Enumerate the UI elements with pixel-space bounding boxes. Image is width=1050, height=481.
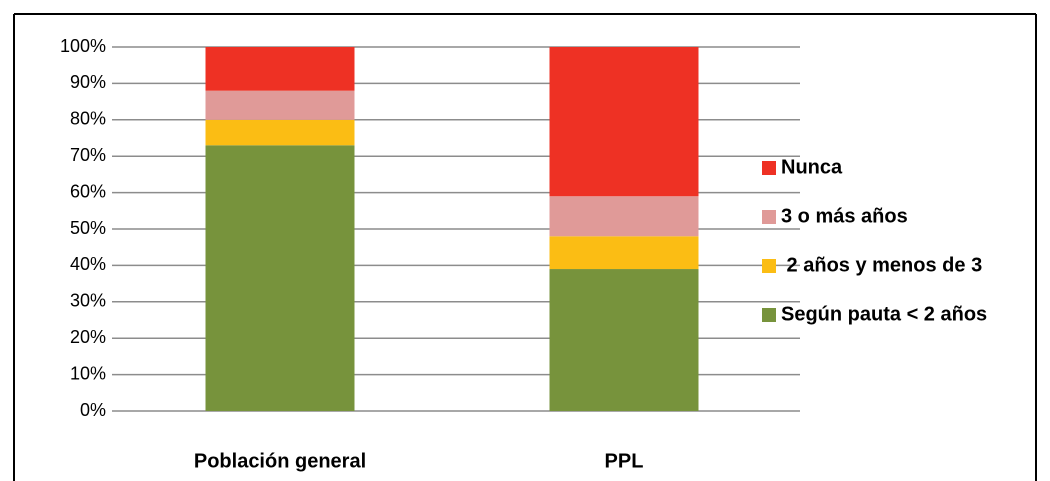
y-tick-label: 90% bbox=[70, 72, 106, 92]
y-tick-label: 80% bbox=[70, 109, 106, 129]
y-tick-label: 10% bbox=[70, 363, 106, 383]
legend-label: 3 o más años bbox=[781, 205, 908, 227]
bar-segment bbox=[549, 196, 699, 237]
y-tick-label: 30% bbox=[70, 291, 106, 311]
y-tick-label: 100% bbox=[60, 36, 106, 56]
y-tick-label: 40% bbox=[70, 254, 106, 274]
y-tick-label: 70% bbox=[70, 145, 106, 165]
bar-segment bbox=[205, 119, 355, 146]
bar-segment bbox=[549, 269, 699, 411]
y-tick-label: 60% bbox=[70, 181, 106, 201]
y-tick-label: 20% bbox=[70, 327, 106, 347]
bar-segment bbox=[549, 236, 699, 270]
legend-label: 2 años y menos de 3 bbox=[781, 254, 982, 276]
y-tick-label: 50% bbox=[70, 218, 106, 238]
legend-label: Nunca bbox=[781, 156, 843, 178]
bar-segment bbox=[205, 145, 355, 411]
bar-segment bbox=[205, 90, 355, 120]
y-tick-label: 0% bbox=[80, 400, 106, 420]
x-tick-label: Población general bbox=[194, 450, 366, 472]
legend-swatch bbox=[762, 259, 776, 273]
bar-segment bbox=[205, 47, 355, 91]
bar-segment bbox=[549, 47, 699, 197]
legend-swatch bbox=[762, 308, 776, 322]
legend-swatch bbox=[762, 161, 776, 175]
legend-label: Según pauta < 2 años bbox=[781, 303, 987, 325]
legend-swatch bbox=[762, 210, 776, 224]
x-tick-label: PPL bbox=[605, 450, 644, 472]
